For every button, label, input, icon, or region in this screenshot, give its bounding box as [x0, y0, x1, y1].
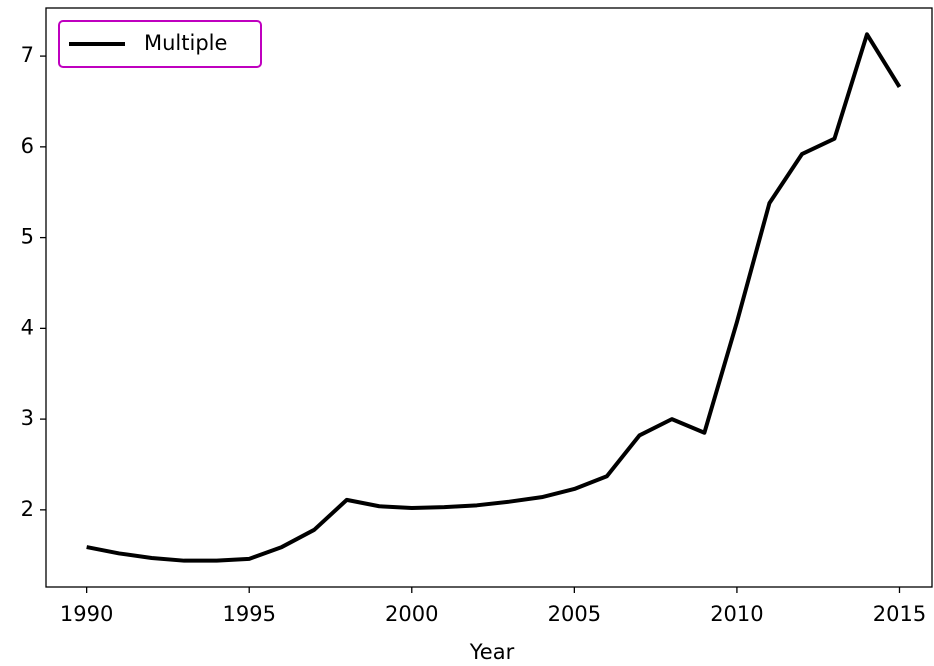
x-tick-label: 1990	[60, 602, 113, 626]
legend-box	[58, 20, 262, 68]
x-tick-label: 2005	[548, 602, 601, 626]
x-tick-label: 2010	[710, 602, 763, 626]
x-tick-label: 2000	[385, 602, 438, 626]
y-tick-label: 7	[21, 43, 34, 67]
y-tick-label: 2	[21, 497, 34, 521]
x-tick-label: 1995	[222, 602, 275, 626]
x-tick-label: 2015	[873, 602, 926, 626]
y-tick-label: 4	[21, 315, 34, 339]
y-tick-label: 5	[21, 225, 34, 249]
legend-label: Multiple	[144, 31, 227, 55]
y-tick-label: 3	[21, 406, 34, 430]
x-axis-label: Year	[469, 640, 515, 664]
plot-frame	[45, 7, 933, 588]
data-line	[86, 32, 902, 563]
y-tick-label: 6	[21, 134, 34, 158]
